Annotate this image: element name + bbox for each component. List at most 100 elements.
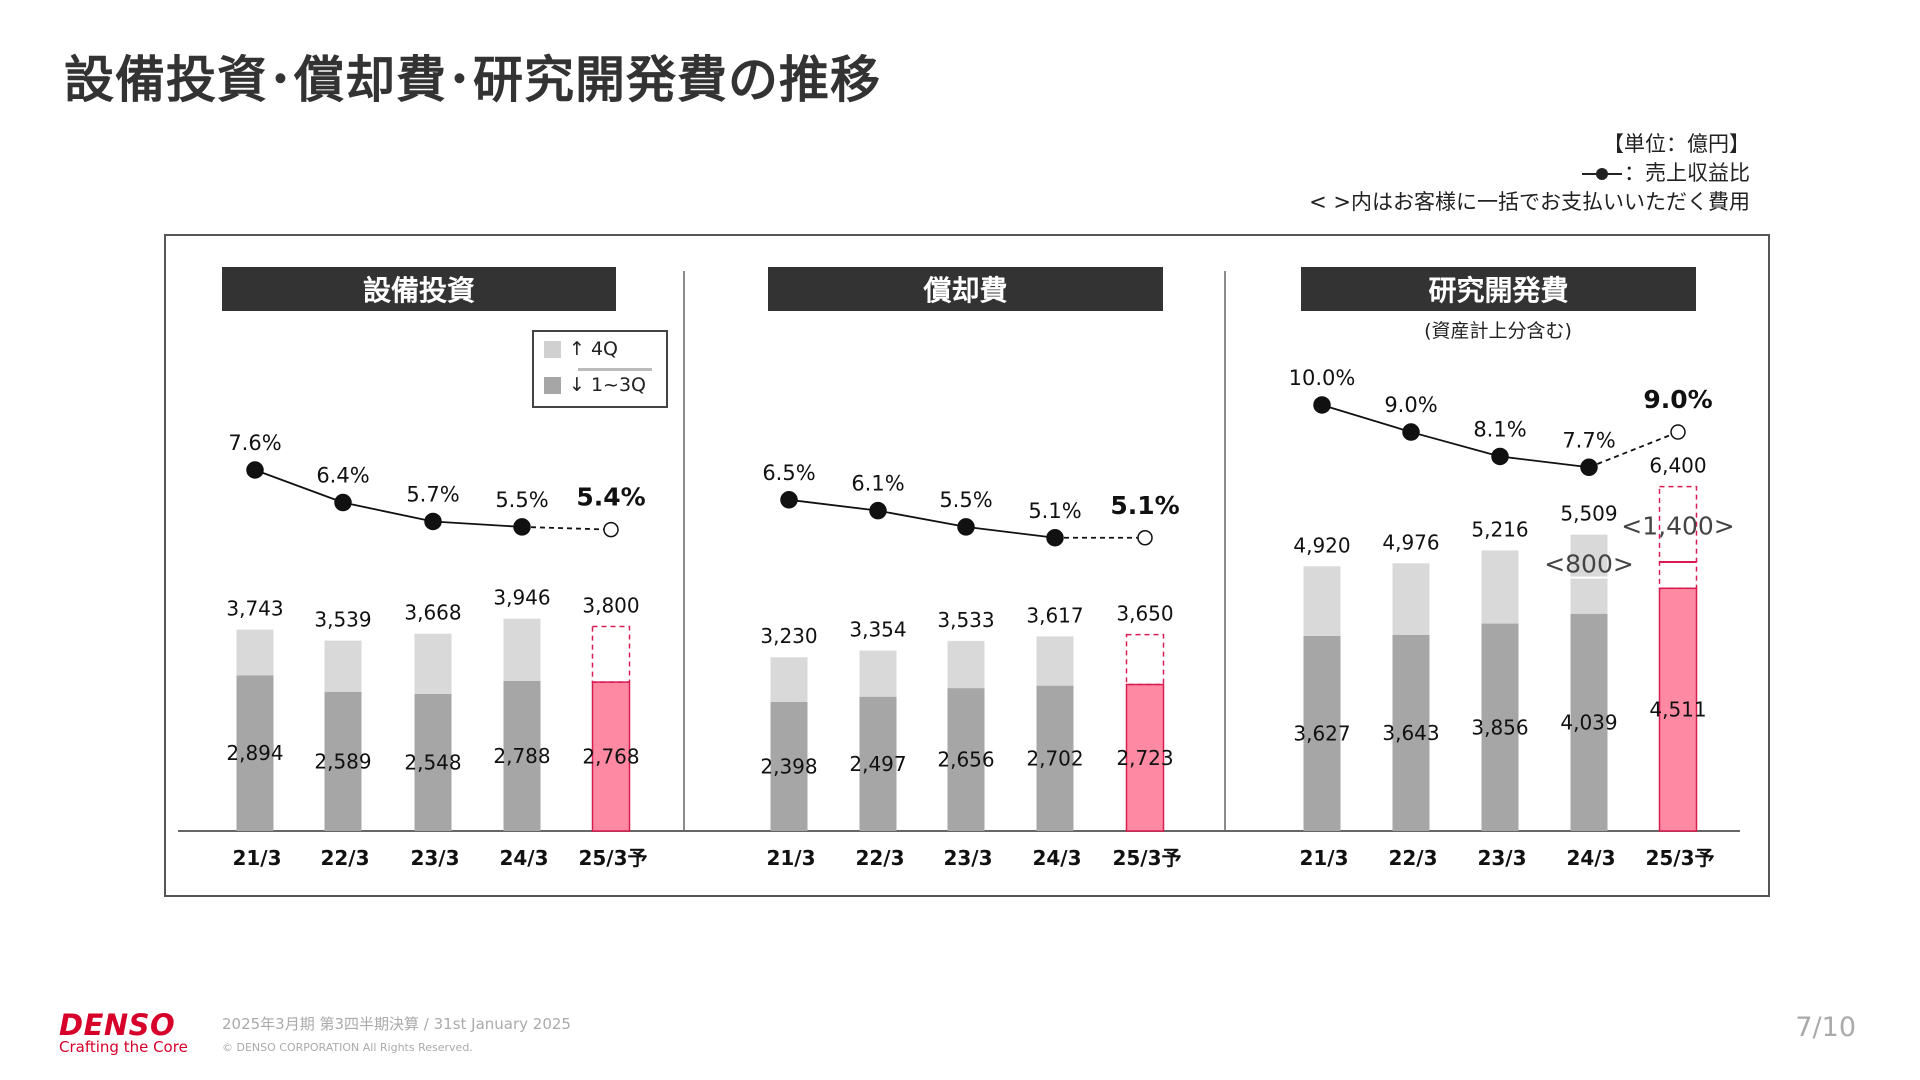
customer-cost-label: <1,400> [1621, 511, 1734, 540]
bar-1-3q [770, 701, 808, 831]
bar-1-3q [947, 688, 985, 831]
chart-frame [164, 234, 1770, 897]
x-tick-label: 25/3予 [578, 846, 647, 870]
ratio-line-segment [877, 509, 967, 528]
x-tick-label: 24/3 [1032, 846, 1081, 870]
ratio-label: 9.0% [1643, 385, 1712, 414]
panel-header-capex: 設備投資 [222, 267, 616, 311]
q13-value-label: 4,511 [1649, 698, 1706, 722]
legend-swatch-1-3q [544, 376, 561, 394]
ratio-line-segment [432, 520, 523, 528]
line-legend-label: ：売上収益比 [1624, 161, 1750, 185]
ratio-label: 5.5% [939, 488, 992, 512]
bar-4q [1392, 563, 1430, 636]
ratio-label: 5.1% [1028, 499, 1081, 523]
denso-logo: DENSO [59, 1008, 176, 1042]
bar-forecast-1-3q [1125, 683, 1165, 832]
bar-1-3q [1303, 635, 1341, 831]
ratio-line-segment [1410, 431, 1501, 458]
ratio-label: 5.5% [495, 488, 548, 512]
bar-forecast-1-3q [591, 681, 631, 832]
bar-4q [1570, 534, 1608, 614]
ratio-point [424, 512, 442, 531]
ratio-label: 5.4% [576, 483, 645, 512]
legend-item-4q: ↑ 4Q [544, 338, 618, 360]
ratio-label: 5.7% [406, 482, 459, 506]
ratio-label: 7.6% [228, 431, 281, 455]
total-value-label: 3,354 [849, 618, 906, 642]
total-value-label: 3,800 [582, 594, 639, 618]
legend-item-1-3q: ↓ 1~3Q [544, 374, 646, 396]
ratio-label: 6.1% [851, 472, 904, 496]
ratio-point [1402, 423, 1420, 441]
x-tick-label: 23/3 [410, 846, 459, 870]
total-value-label: 3,539 [314, 608, 371, 632]
bar-4q [770, 657, 808, 702]
x-tick-label: 21/3 [232, 846, 281, 870]
x-tick-label: 24/3 [499, 846, 548, 870]
legend-swatch-4q [544, 340, 561, 358]
q13-value-label: 2,656 [937, 748, 994, 772]
q13-value-label: 2,768 [582, 745, 639, 769]
bar-forecast-4q [591, 625, 631, 683]
panel-header-depreciation: 償却費 [768, 267, 1163, 311]
customer-cost-label: <800> [1544, 550, 1634, 579]
x-tick-label: 21/3 [766, 846, 815, 870]
x-tick-label: 22/3 [320, 846, 369, 870]
q13-value-label: 2,702 [1026, 746, 1083, 770]
ratio-point [957, 518, 975, 536]
ratio-line-forecast-segment [1588, 431, 1679, 469]
footer-copyright: © DENSO CORPORATION All Rights Reserved. [222, 1041, 473, 1054]
q13-value-label: 2,894 [226, 741, 283, 765]
legend-label-4q: ↑ 4Q [569, 338, 619, 360]
q13-value-label: 2,548 [404, 750, 461, 774]
total-value-label: 3,650 [1116, 602, 1173, 626]
total-value-label: 3,617 [1026, 603, 1083, 627]
total-value-label: 5,509 [1560, 502, 1617, 526]
x-tick-label: 25/3予 [1645, 846, 1714, 870]
ratio-point [513, 518, 531, 536]
ratio-point [1313, 396, 1331, 414]
legend-separator [578, 368, 652, 371]
ratio-label: 10.0% [1289, 366, 1356, 390]
ratio-point [1046, 529, 1064, 547]
bar-4q [947, 640, 985, 689]
bar-1-3q [1481, 623, 1519, 831]
bar-forecast-1-3q [1658, 587, 1698, 832]
total-value-label: 4,976 [1382, 530, 1439, 554]
x-tick-label: 25/3予 [1112, 846, 1181, 870]
ratio-label: 8.1% [1473, 417, 1526, 441]
total-value-label: 3,230 [760, 624, 817, 648]
q13-value-label: 2,723 [1116, 746, 1173, 770]
ratio-point [246, 461, 264, 479]
q13-value-label: 3,643 [1382, 721, 1439, 745]
bar-4q [236, 629, 274, 676]
total-value-label: 5,216 [1471, 517, 1528, 541]
legend: ↑ 4Q ↓ 1~3Q [532, 330, 668, 408]
bar-1-3q [1570, 613, 1608, 831]
ratio-point [1491, 447, 1509, 466]
total-value-label: 3,533 [937, 608, 994, 632]
ratio-point [334, 493, 352, 512]
bar-4q [1036, 636, 1074, 686]
ratio-label: 9.0% [1384, 393, 1437, 417]
unit-note: 【単位：億円】 [1603, 132, 1750, 156]
bracket-note: < >内はお客様に一括でお支払いいただく費用 [1309, 190, 1750, 214]
ratio-point-forecast [1670, 424, 1686, 440]
total-value-label: 3,743 [226, 597, 283, 621]
ratio-line-segment [788, 498, 879, 512]
logo-tagline: Crafting the Core [59, 1038, 188, 1056]
bar-1-3q [1036, 685, 1074, 831]
total-value-label: 3,668 [404, 601, 461, 625]
ratio-label: 6.4% [316, 464, 369, 488]
panel-subtitle-rnd: (資産計上分含む) [1424, 320, 1572, 342]
ratio-point [869, 501, 887, 520]
ratio-line-segment [965, 526, 1056, 539]
ratio-point [780, 491, 798, 509]
q13-value-label: 2,398 [760, 754, 817, 778]
ratio-line-segment [1321, 404, 1412, 433]
bar-4q [503, 618, 541, 682]
q13-value-label: 4,039 [1560, 710, 1617, 734]
q13-value-label: 2,788 [493, 744, 550, 768]
